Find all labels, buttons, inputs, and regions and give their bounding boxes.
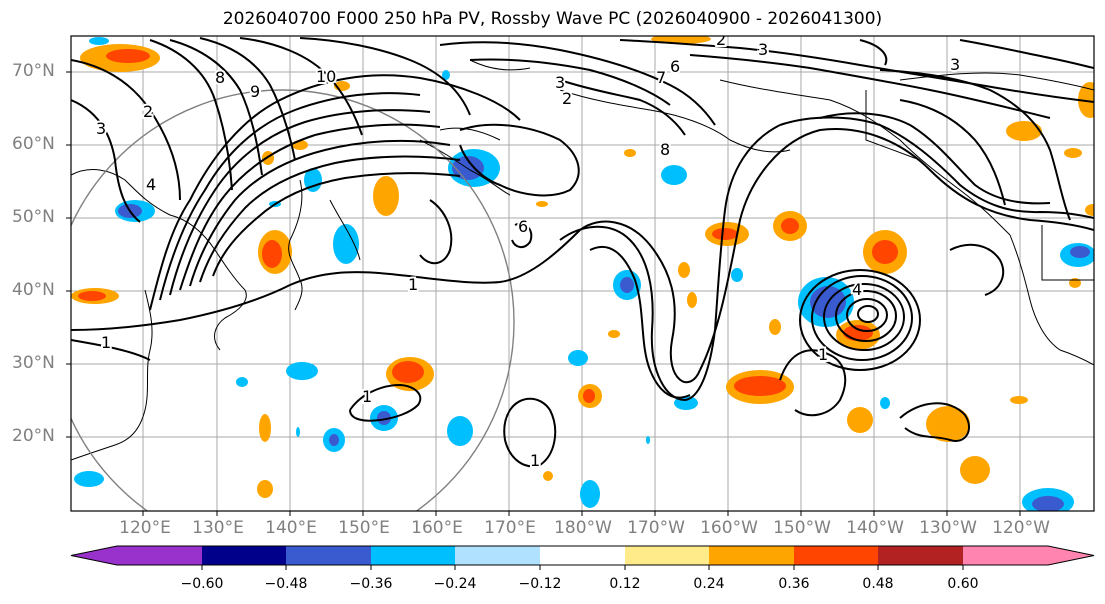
lon-label: 150°E (338, 518, 390, 538)
contour-label: 1 (530, 451, 540, 470)
colorbar-segment (202, 546, 286, 565)
colorbar-segment (625, 546, 709, 565)
colorbar (70, 545, 1095, 570)
colorbar-tick-label: −0.24 (433, 576, 477, 592)
contour-label: 6 (670, 57, 680, 76)
lat-label: 50°N (12, 207, 55, 227)
contour-label: 1 (362, 387, 372, 406)
contour-label: 2 (562, 89, 572, 108)
colorbar-segment (455, 546, 540, 565)
colorbar-tick-label: 0.48 (862, 576, 894, 592)
contour-label: 10 (316, 67, 336, 86)
lon-label: 150°W (773, 518, 831, 538)
contour-label: 4 (146, 175, 156, 194)
gridlines (71, 36, 1094, 511)
lon-label: 160°W (700, 518, 758, 538)
lat-label: 20°N (12, 426, 55, 446)
colorbar-tick-label: 0.12 (609, 576, 641, 592)
contour-label: 3 (555, 73, 565, 92)
lon-label: 180°W (554, 518, 612, 538)
lon-label: 140°W (846, 518, 904, 538)
lon-label: 170°W (627, 518, 685, 538)
contour-label: 3 (950, 55, 960, 74)
contour-label: 4 (852, 280, 862, 299)
colorbar-segment (286, 546, 371, 565)
lon-label: 130°E (192, 518, 244, 538)
colorbar-extend-min (71, 546, 117, 565)
axis-ticks (66, 71, 1021, 516)
colorbar-tick-label: 0.24 (693, 576, 725, 592)
colorbar-tick-label: 0.60 (947, 576, 979, 592)
contour-label: 3 (96, 119, 106, 138)
lat-label: 40°N (12, 280, 55, 300)
contour-label: 8 (215, 68, 225, 87)
lat-label: 60°N (12, 134, 55, 154)
coastlines (71, 59, 1094, 461)
contour-label: 2 (716, 30, 726, 49)
lon-label: 120°W (992, 518, 1050, 538)
colorbar-segment (709, 546, 794, 565)
lon-label: 160°E (411, 518, 463, 538)
contour-label: 6 (518, 217, 528, 236)
lat-label: 30°N (12, 353, 55, 373)
contour-label: 2 (143, 102, 153, 121)
pv-contours (71, 37, 1094, 468)
contour-label: 3 (758, 40, 768, 59)
positive-anomaly-fills (71, 36, 1094, 498)
map-title: 2026040700 F000 250 hPa PV, Rossby Wave … (222, 9, 883, 29)
colorbar-segment (371, 546, 455, 565)
colorbar-extend-max (1048, 546, 1094, 565)
contour-label: 1 (101, 333, 111, 352)
contour-label: 8 (660, 140, 670, 159)
colorbar-segment (117, 546, 202, 565)
lon-label: 130°W (919, 518, 977, 538)
colorbar-segment (794, 546, 878, 565)
colorbar-tick-label: −0.12 (518, 576, 562, 592)
lon-label: 120°E (119, 518, 171, 538)
lon-label: 140°E (265, 518, 317, 538)
colorbar-segment (540, 546, 625, 565)
contour-label: 9 (250, 82, 260, 101)
lon-label: 170°E (484, 518, 536, 538)
lat-label: 70°N (12, 61, 55, 81)
contour-label-group: 1 1 1 1 1 2 2 2 3 3 3 3 4 4 6 6 7 8 8 9 … (94, 30, 962, 472)
region-circle (71, 89, 515, 511)
colorbar-outline (70, 545, 1095, 566)
colorbar-segment (963, 546, 1048, 565)
contour-label: 7 (656, 68, 666, 87)
colorbar-segment (878, 546, 963, 565)
colorbar-tick-label: 0.36 (778, 576, 810, 592)
colorbar-tick-label: −0.60 (180, 576, 224, 592)
contour-label: 1 (408, 275, 418, 294)
colorbar-tick-label: −0.48 (264, 576, 308, 592)
colorbar-tick-label: −0.36 (349, 576, 393, 592)
contour-label: 1 (818, 345, 828, 364)
